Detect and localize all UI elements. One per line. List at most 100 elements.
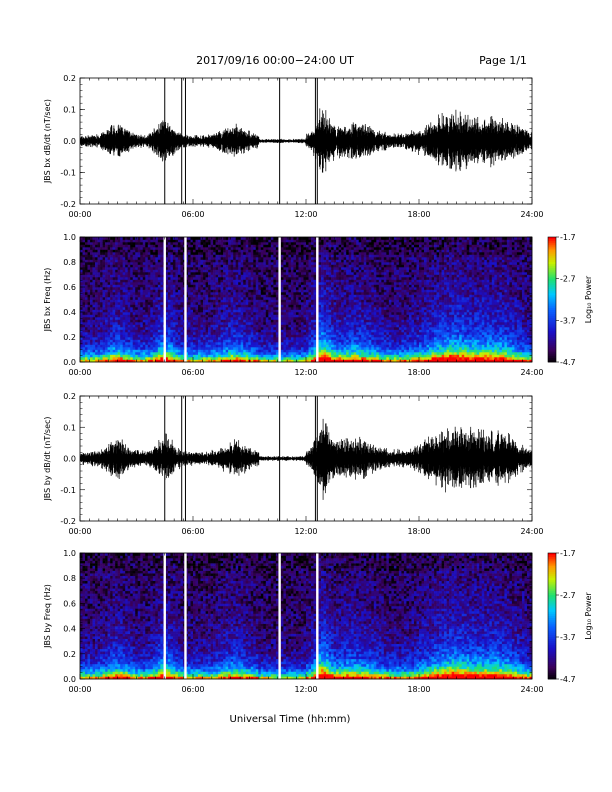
spectrogram-cell: [95, 289, 98, 293]
spectrogram-cell: [112, 304, 116, 308]
spectrogram-cell: [155, 302, 159, 305]
spectrogram-cell: [303, 249, 307, 253]
y-tick-label: -0.2: [60, 200, 76, 209]
spectrogram-cell: [290, 237, 294, 240]
spectrogram-cell: [145, 327, 149, 330]
spectrogram-cell: [160, 294, 164, 298]
spectrogram-cell: [285, 284, 289, 288]
spectrogram-cell: [300, 282, 304, 285]
spectrogram-cell: [240, 269, 244, 273]
spectrogram-cell: [145, 352, 149, 355]
spectrogram-cell: [137, 344, 141, 348]
spectrogram-cell: [250, 294, 254, 298]
spectrogram-cell: [172, 354, 176, 358]
spectrogram-cell: [218, 294, 221, 298]
spectrogram-cell: [210, 334, 214, 338]
spectrogram-cell: [200, 269, 204, 273]
spectrogram-cell: [250, 337, 254, 340]
spectrogram-cell: [283, 317, 287, 320]
spectrogram-cell: [285, 302, 289, 305]
spectrogram-cell: [127, 264, 131, 268]
spectrogram-cell: [280, 252, 284, 255]
spectrogram-cell: [140, 324, 144, 328]
spectrogram-cell: [117, 287, 121, 290]
spectrogram-cell: [298, 279, 302, 283]
spectrogram-cell: [187, 327, 191, 330]
spectrogram-cell: [87, 337, 91, 340]
spectrogram-cell: [210, 354, 214, 358]
spectrogram-cell: [87, 247, 91, 250]
spectrogram-cell: [303, 274, 307, 278]
spectrogram-cell: [130, 254, 134, 258]
spectrogram-cell: [240, 264, 244, 268]
spectrogram-cell: [150, 309, 154, 313]
spectrogram-cell: [306, 352, 309, 355]
spectrogram-cell: [253, 287, 257, 290]
spectrogram-cell: [218, 344, 221, 348]
spectrogram-cell: [145, 279, 149, 283]
spectrogram-cell: [198, 352, 201, 355]
spectrogram-cell: [198, 309, 201, 313]
spectrogram-cell: [223, 317, 226, 320]
spectrogram-cell: [120, 334, 123, 338]
spectrogram-cell: [198, 292, 201, 295]
spectrogram-cell: [157, 289, 161, 293]
spectrogram-cell: [200, 332, 204, 335]
spectrogram-cell: [285, 267, 289, 270]
spectrogram-cell: [311, 309, 314, 313]
spectrogram-cell: [157, 334, 161, 338]
spectrogram-cell: [306, 302, 309, 305]
spectrogram-cell: [102, 314, 106, 318]
spectrogram-cell: [275, 262, 279, 265]
spectrogram-cell: [82, 289, 86, 293]
spectrogram-cell: [203, 347, 206, 350]
spectrogram-cell: [198, 287, 201, 290]
spectrogram-cell: [300, 337, 304, 340]
spectrogram-cell: [283, 332, 287, 335]
spectrogram-cell: [255, 237, 259, 240]
spectrogram-cell: [190, 259, 194, 263]
spectrogram-cell: [263, 287, 267, 290]
spectrogram-cell: [85, 279, 88, 283]
spectrogram-cell: [213, 244, 216, 248]
spectrogram-cell: [150, 319, 154, 323]
spectrogram-cell: [120, 344, 123, 348]
spectrogram-cell: [208, 334, 211, 338]
spectrogram-cell: [235, 302, 239, 305]
spectrogram-cell: [170, 344, 174, 348]
spectrogram-cell: [270, 322, 274, 325]
spectrogram-cell: [240, 297, 244, 300]
spectrogram-cell: [127, 247, 131, 250]
spectrogram-cell: [210, 239, 214, 243]
spectrogram-cell: [318, 354, 322, 358]
spectrogram-cell: [225, 294, 229, 298]
spectrogram-cell: [295, 349, 299, 353]
spectrogram-cell: [228, 262, 231, 265]
spectrogram-cell: [180, 267, 184, 270]
spectrogram-cell: [203, 267, 206, 270]
spectrogram-cell: [255, 269, 259, 273]
spectrogram-cell: [132, 239, 136, 243]
spectrogram-cell: [311, 314, 314, 318]
spectrogram-cell: [145, 344, 149, 348]
spectrogram-cell: [175, 287, 179, 290]
spectrogram-cell: [135, 292, 139, 295]
spectrogram-cell: [303, 354, 307, 358]
spectrogram-cell: [293, 277, 297, 280]
spectrogram-cell: [110, 342, 113, 345]
spectrogram-cell: [300, 347, 304, 350]
spectrogram-cell: [107, 292, 111, 295]
spectrogram-cell: [275, 354, 279, 358]
spectrogram-cell: [243, 324, 247, 328]
spectrogram-cell: [120, 249, 123, 253]
spectrogram-cell: [288, 282, 292, 285]
spectrogram-cell: [87, 292, 91, 295]
spectrogram-cell: [112, 259, 116, 263]
spectrogram-cell: [250, 299, 254, 303]
spectrogram-cell: [160, 259, 164, 263]
spectrogram-cell: [260, 284, 264, 288]
spectrogram-cell: [170, 257, 174, 260]
spectrogram-cell: [268, 267, 272, 270]
spectrogram-cell: [295, 319, 299, 323]
spectrogram-cell: [195, 352, 199, 355]
